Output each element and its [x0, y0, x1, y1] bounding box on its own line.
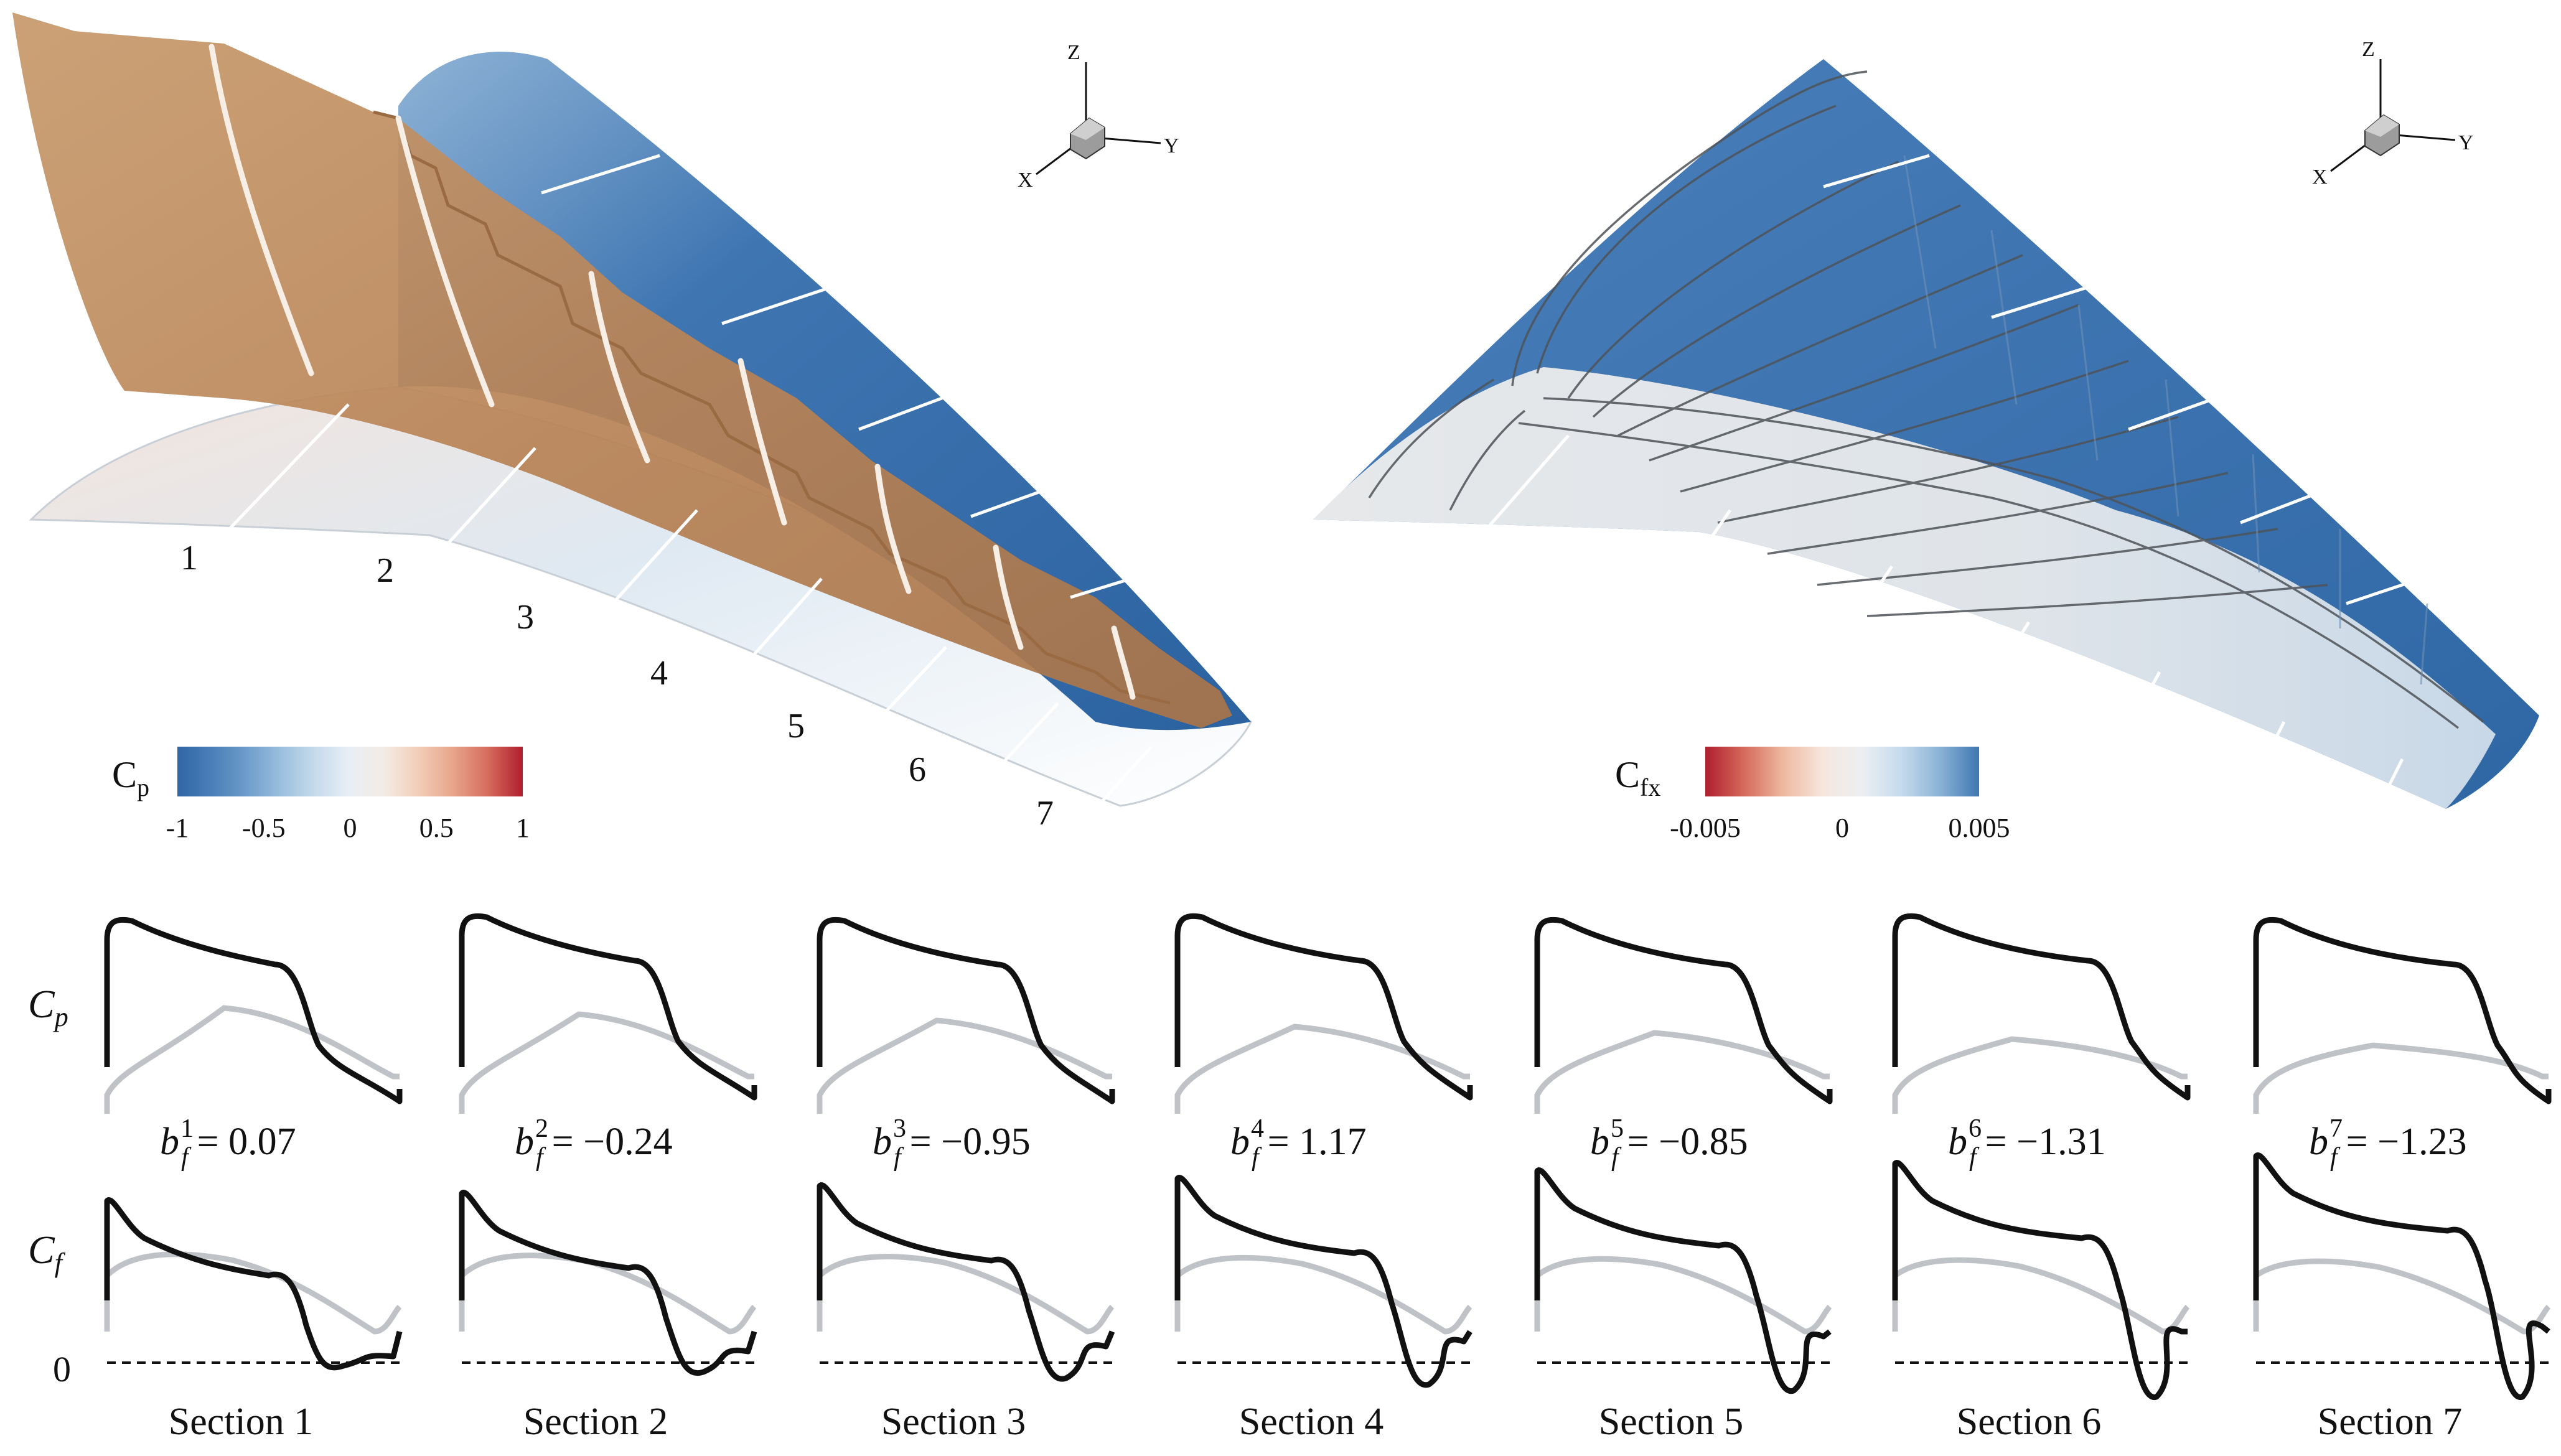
cf-zero-label: 0: [53, 1349, 71, 1389]
isosurface-crest: [373, 110, 1171, 705]
cf-upper-curve: [459, 1190, 757, 1376]
upper-surface-section-lines: [541, 154, 1152, 599]
left-section-number-labels: 1 2 3 4 5 6 7: [180, 539, 1054, 833]
bf-label: b2 f = −0.24: [515, 1114, 673, 1172]
cp-colorbar-ticks: -1 -0.5 0 0.5 1: [166, 813, 530, 843]
cp-colorbar-bar: [177, 747, 523, 796]
cp-colorbar-label: Cp: [112, 754, 149, 801]
cp-upper-curve: [2253, 917, 2552, 1104]
cp-colorbar: Cp -1 -0.5 0 0.5 1: [112, 747, 530, 843]
cp-lower-curve: [104, 1005, 400, 1114]
cp-upper-curve: [1174, 913, 1473, 1101]
bf-label: b4 f = 1.17: [1230, 1114, 1367, 1172]
left-axis-y-label: Y: [1164, 134, 1179, 157]
bf-label: b6 f = −1.31: [1948, 1114, 2106, 1172]
section-title: Section 7: [2318, 1401, 2462, 1443]
skin-friction-streamlines: [1368, 70, 2484, 729]
section-title: Section 6: [1957, 1401, 2101, 1443]
vortex-isosurface: [12, 12, 1232, 728]
section-plot-4: b4 f = 1.17 Section 4: [1174, 913, 1473, 1443]
section-title: Section 1: [169, 1401, 313, 1443]
cp-upper-curve: [1534, 917, 1833, 1104]
right-surface-section-lines: [1480, 154, 2422, 810]
cf-row-label: Cf: [28, 1228, 66, 1278]
cp-lower-curve: [1534, 1030, 1830, 1114]
right-wing-separated-region: [1313, 367, 2496, 809]
cf-upper-curve: [1174, 1175, 1472, 1388]
bf-label: b3 f = −0.95: [873, 1114, 1031, 1172]
cp-colorbar-tick-label: -1: [166, 813, 189, 843]
section-number-6: 6: [909, 750, 926, 789]
cfx-colorbar: Cfx -0.005 0 0.005: [1615, 747, 2010, 843]
cp-lower-curve: [459, 1011, 754, 1114]
section-title: Section 3: [881, 1401, 1026, 1443]
cp-colorbar-tick-label: -0.5: [242, 813, 286, 843]
cp-upper-curve: [817, 917, 1115, 1104]
right-axis-x-label: X: [2312, 166, 2328, 189]
cf-lower-curve: [459, 1253, 757, 1335]
bf-label: b7 f = −1.23: [2309, 1114, 2467, 1172]
cf-lower-curve: [1892, 1257, 2190, 1335]
section-title: Section 5: [1599, 1401, 1743, 1443]
section-number-3: 3: [517, 598, 534, 637]
section-number-4: 4: [650, 654, 668, 693]
section-title: Section 2: [523, 1401, 668, 1443]
right-axis-z-label: Z: [2362, 38, 2375, 61]
cf-lower-curve: [1534, 1256, 1832, 1335]
cf-upper-curve: [2253, 1152, 2550, 1400]
bf-label: b1 f = 0.07: [160, 1114, 296, 1172]
cf-upper-curve: [1892, 1160, 2188, 1400]
right-axis-y-label: Y: [2458, 131, 2474, 154]
cfx-colorbar-tick-label: 0.005: [1949, 813, 2010, 843]
left-wing-panel: 1 2 3 4 5 6 7 Z Y X Cp -1 -0.5 0 0.5 1: [12, 12, 1252, 843]
lower-surface-section-lines: [210, 403, 1153, 810]
cp-colorbar-tick-label: 1: [516, 813, 530, 843]
section-number-7: 7: [1036, 794, 1054, 833]
cp-upper-curve: [1892, 913, 2191, 1101]
section-plot-7: b7 f = −1.23 Section 7: [2253, 917, 2552, 1443]
bf-label: b5 f = −0.85: [1590, 1114, 1748, 1172]
cf-lower-curve: [2253, 1258, 2551, 1335]
cf-upper-curve: [104, 1197, 403, 1371]
cp-lower-curve: [817, 1017, 1112, 1114]
row-labels: Cp Cf 0: [28, 982, 71, 1389]
cf-upper-curve: [817, 1182, 1115, 1382]
section-number-5: 5: [787, 707, 805, 745]
cf-lower-curve: [104, 1251, 402, 1335]
cfx-colorbar-tick-label: -0.005: [1670, 813, 1741, 843]
section-plot-2: b2 f = −0.24 Section 2: [459, 913, 757, 1443]
isosurface-section-cuts: [208, 44, 1136, 700]
right-surface-chord-lines: [1903, 155, 2428, 685]
cp-upper-curve: [104, 917, 403, 1104]
cfx-colorbar-tick-label: 0: [1835, 813, 1849, 843]
section-number-1: 1: [180, 539, 198, 577]
cf-lower-curve: [817, 1254, 1115, 1335]
cp-colorbar-tick-label: 0.5: [419, 813, 454, 843]
cp-lower-curve: [1174, 1024, 1470, 1114]
cp-upper-curve: [459, 913, 757, 1101]
section-plot-3: b3 f = −0.95 Section 3: [817, 917, 1115, 1443]
cp-colorbar-tick-label: 0: [344, 813, 357, 843]
left-axis-triad: Z Y X: [1018, 41, 1179, 192]
cfx-colorbar-bar: [1705, 747, 1979, 796]
right-axis-triad: Z Y X: [2312, 38, 2474, 189]
left-axis-z-label: Z: [1067, 41, 1080, 64]
cf-lower-curve: [1174, 1254, 1472, 1335]
section-plot-5: b5 f = −0.85 Section 5: [1534, 917, 1833, 1443]
section-plots: b1 f = 0.07 Section 1 b2 f = −0.24 Section 2 b3 f…: [104, 913, 2552, 1443]
cfx-colorbar-ticks: -0.005 0 0.005: [1670, 813, 2010, 843]
left-wing-upper-surface: [398, 52, 1251, 730]
section-plot-1: b1 f = 0.07 Section 1: [104, 917, 403, 1443]
cfx-colorbar-label: Cfx: [1615, 754, 1660, 801]
cp-row-label: Cp: [28, 982, 68, 1032]
section-plot-6: b6 f = −1.31 Section 6: [1892, 913, 2191, 1443]
right-wing-panel: Z Y X Cfx -0.005 0 0.005: [1313, 38, 2539, 843]
left-axis-x-label: X: [1018, 169, 1033, 192]
section-title: Section 4: [1239, 1401, 1384, 1443]
section-number-2: 2: [377, 551, 394, 590]
cp-lower-curve: [1892, 1036, 2188, 1114]
cf-upper-curve: [1534, 1167, 1832, 1394]
